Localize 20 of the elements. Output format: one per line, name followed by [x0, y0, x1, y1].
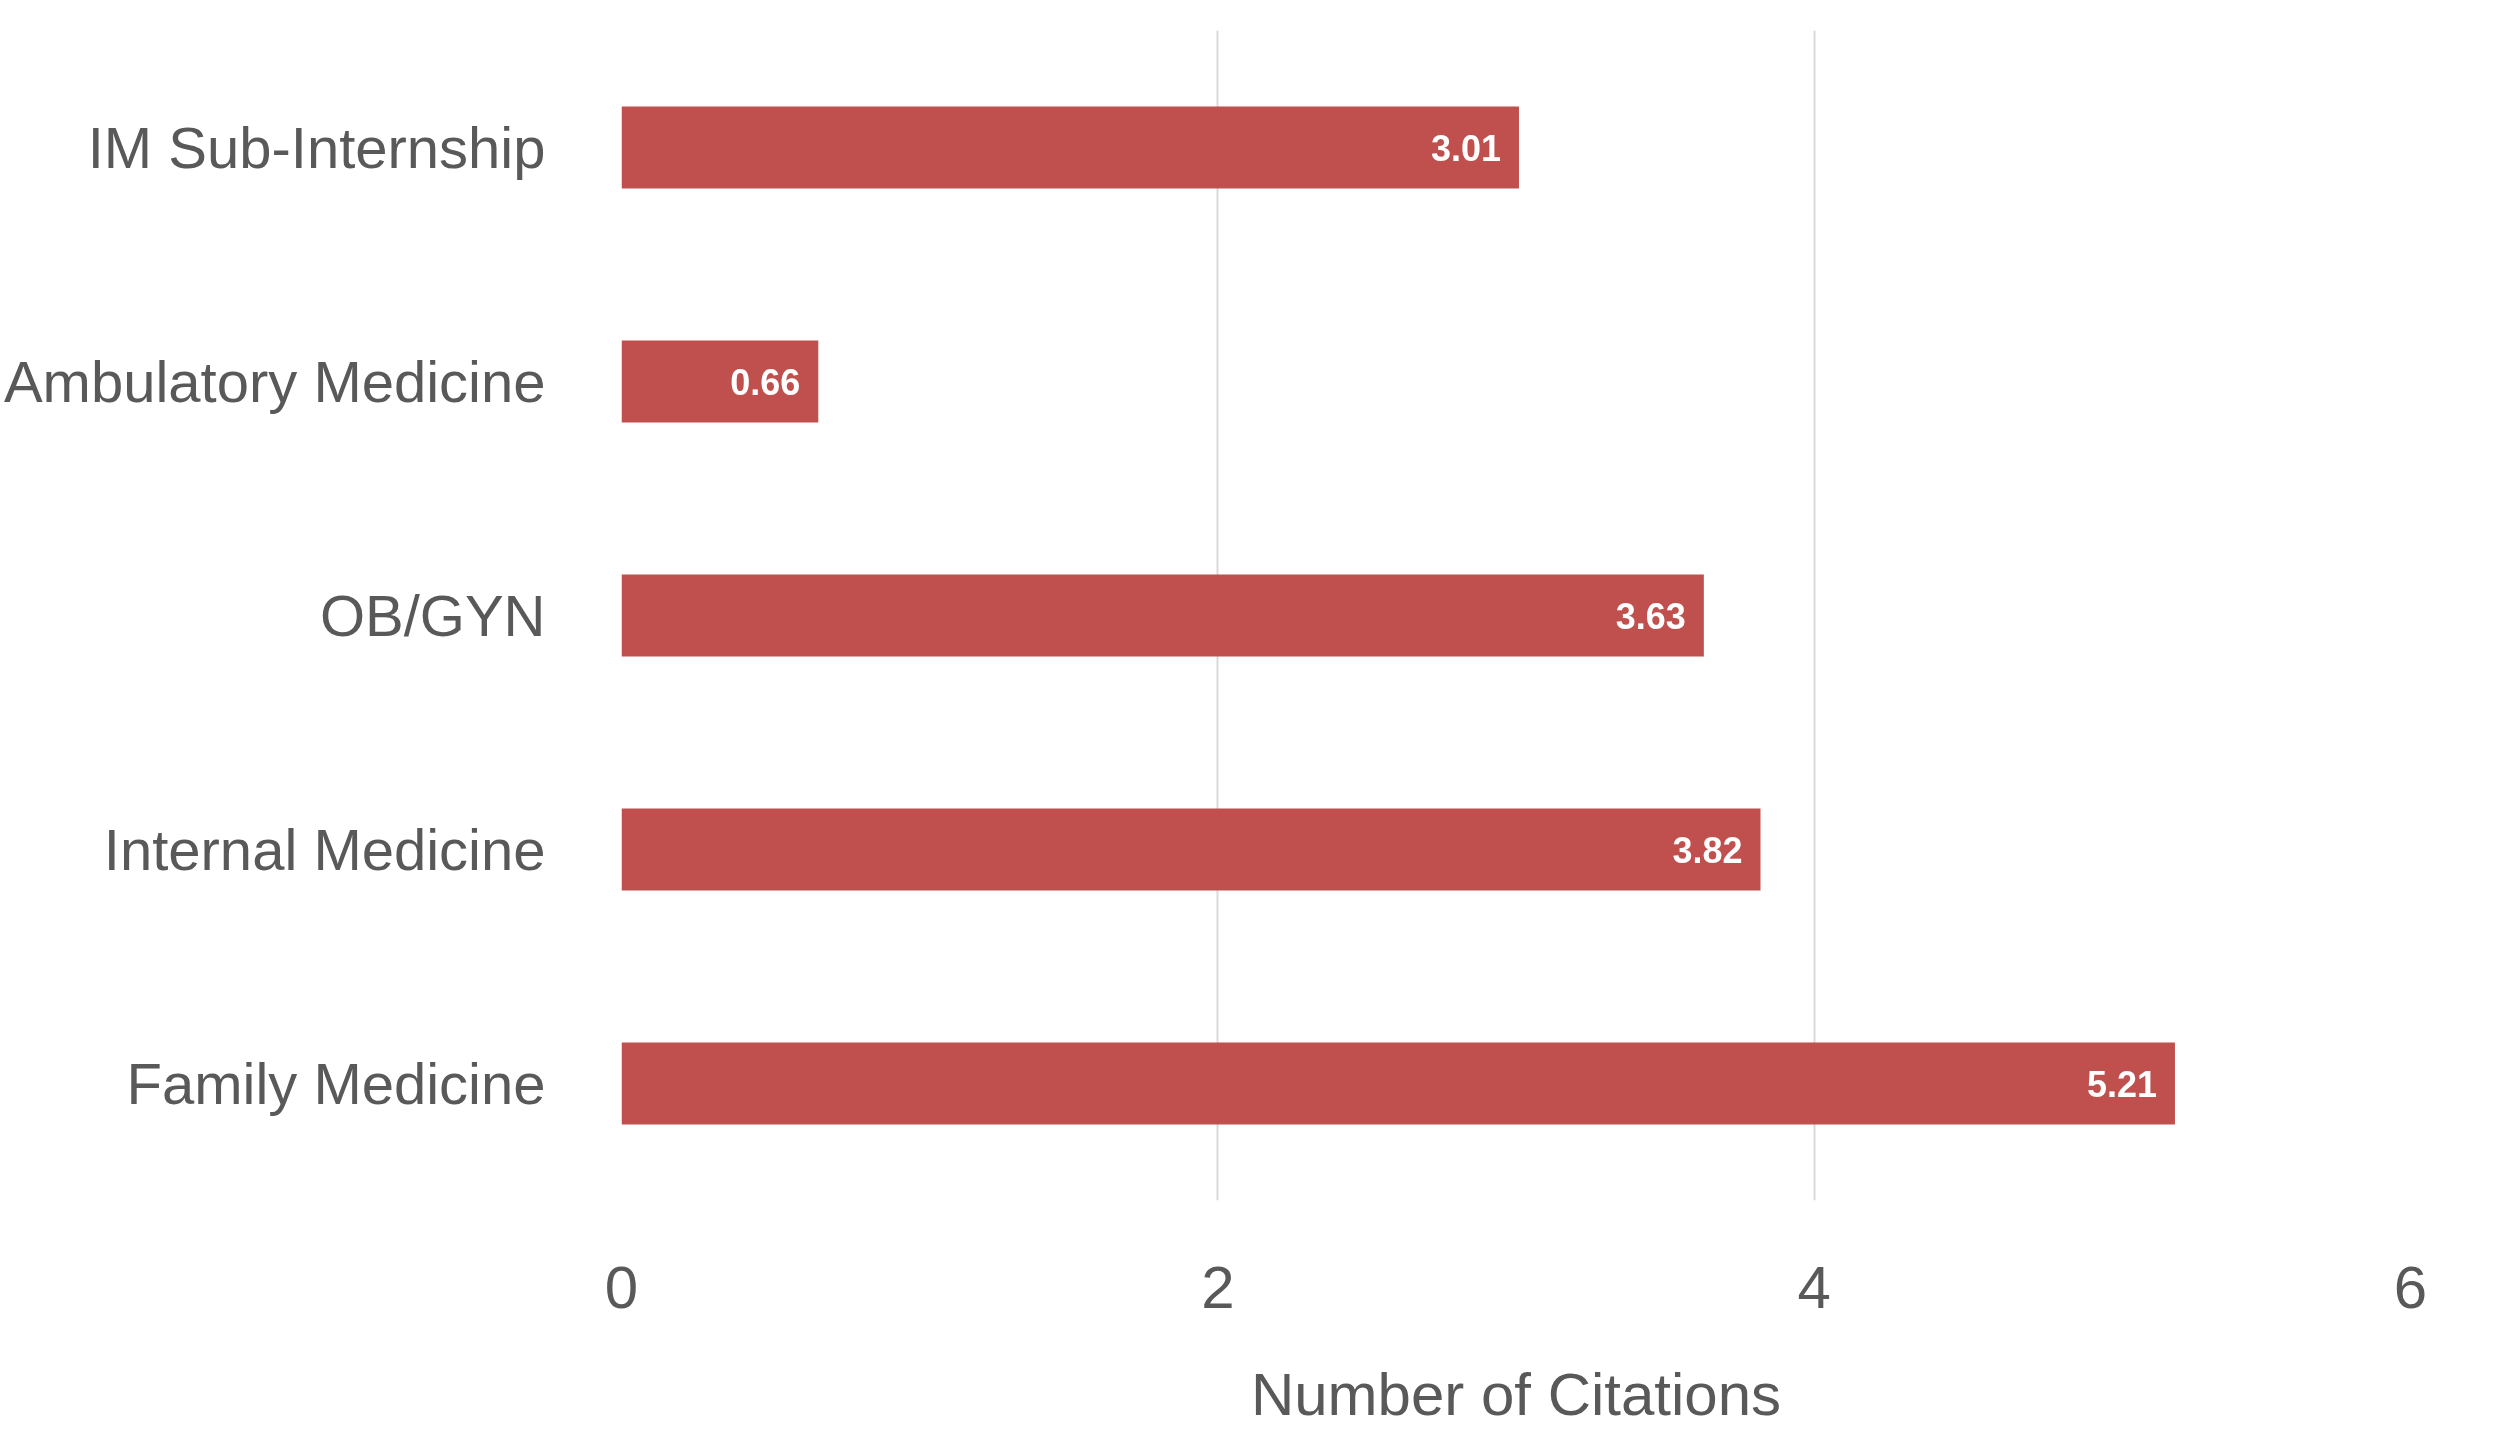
y-tick-label: Ambulatory Medicine — [3, 349, 546, 414]
y-tick-label: Internal Medicine — [103, 817, 546, 882]
bar — [621, 106, 1519, 189]
x-tick-label: 0 — [604, 1253, 639, 1321]
data-label: 3.01 — [1430, 127, 1501, 169]
data-label: 3.82 — [1672, 829, 1743, 871]
bar — [621, 340, 819, 423]
x-axis-title: Number of Citations — [1250, 1360, 1782, 1428]
x-tick-label: 4 — [1797, 1253, 1831, 1321]
data-label: 5.21 — [2086, 1063, 2157, 1105]
data-label: 3.63 — [1615, 595, 1686, 637]
bar — [621, 1042, 2175, 1125]
bar — [621, 574, 1704, 657]
x-tick-label: 2 — [1201, 1253, 1235, 1321]
bar — [621, 808, 1761, 891]
x-tick-label: 6 — [2393, 1253, 2428, 1321]
y-tick-label: OB/GYN — [319, 583, 546, 648]
y-tick-label: Family Medicine — [126, 1051, 546, 1116]
y-tick-label: IM Sub-Internship — [87, 115, 546, 180]
data-label: 0.66 — [730, 361, 801, 403]
